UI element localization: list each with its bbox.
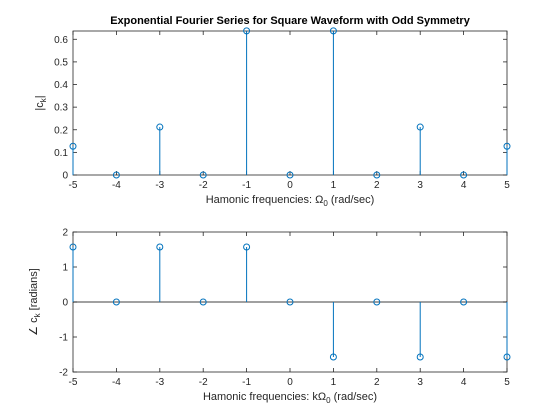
stem-marker xyxy=(329,353,337,361)
x-tick-label: -2 xyxy=(199,180,208,191)
y-tick-label: 0 xyxy=(62,171,68,182)
stem-marker xyxy=(286,171,294,179)
x-tick-label: -1 xyxy=(242,180,251,191)
y-tick-label: 1 xyxy=(62,263,68,274)
y-tick-label: 0.3 xyxy=(54,103,68,114)
x-tick-label: 1 xyxy=(331,377,337,388)
x-tick-label: 2 xyxy=(374,180,380,191)
stem-marker xyxy=(156,123,164,131)
x-tick-label: 0 xyxy=(287,377,293,388)
stem-marker xyxy=(460,171,468,179)
x-axis-label: Hamonic frequencies: kΩ0 (rad/sec) xyxy=(203,391,377,405)
stem-marker xyxy=(243,243,251,251)
stem-marker xyxy=(199,171,207,179)
x-tick-label: -1 xyxy=(242,377,251,388)
y-axis-label: ∠ ck [radians] xyxy=(28,268,42,336)
y-tick-label: 0.2 xyxy=(54,125,68,136)
stem-marker xyxy=(329,27,337,35)
x-tick-label: -4 xyxy=(112,377,121,388)
stem-marker xyxy=(373,171,381,179)
stem-marker xyxy=(460,298,468,306)
x-tick-label: -5 xyxy=(69,377,78,388)
x-tick-label: 3 xyxy=(417,377,423,388)
x-tick-label: -5 xyxy=(69,180,78,191)
x-tick-label: 0 xyxy=(287,180,293,191)
y-tick-label: -2 xyxy=(59,368,68,379)
axes-frame xyxy=(72,30,508,176)
x-tick-label: -3 xyxy=(155,377,164,388)
y-tick-label: 0.1 xyxy=(54,148,68,159)
y-tick-label: 0.6 xyxy=(54,35,68,46)
x-tick-label: 3 xyxy=(417,180,423,191)
panel-1: -5 -4 -3 -2 -1 0 1 2 3 4 5 0 0.1 0.2 0.3 0.4 0.5 0.6 Expon… xyxy=(34,15,511,208)
x-axis-label: Hamonic frequencies: Ω0 (rad/sec) xyxy=(206,194,375,208)
x-tick-label: -3 xyxy=(155,180,164,191)
stem-marker xyxy=(286,298,294,306)
x-tick-label: 1 xyxy=(331,180,337,191)
stem-marker xyxy=(112,171,120,179)
y-tick-label: -1 xyxy=(59,333,68,344)
x-tick-label: 4 xyxy=(461,377,467,388)
x-tick-label: 4 xyxy=(461,180,467,191)
stem-marker xyxy=(69,142,77,150)
x-tick-label: 5 xyxy=(504,180,510,191)
stem-marker xyxy=(416,353,424,361)
stem-marker xyxy=(112,298,120,306)
chart-title: Exponential Fourier Series for Square Wa… xyxy=(110,15,471,27)
x-tick-label: -4 xyxy=(112,180,121,191)
y-tick-label: 0 xyxy=(62,298,68,309)
y-tick-label: 0.4 xyxy=(54,80,68,91)
stem-marker xyxy=(373,298,381,306)
stem-marker xyxy=(503,142,511,150)
stem-marker xyxy=(243,27,251,35)
stem-marker xyxy=(503,353,511,361)
x-tick-label: 5 xyxy=(504,377,510,388)
x-tick-label: -2 xyxy=(199,377,208,388)
stem-marker xyxy=(199,298,207,306)
stem-marker xyxy=(416,123,424,131)
stem-marker xyxy=(156,243,164,251)
y-tick-label: 0.5 xyxy=(54,57,68,68)
panel-2: -5 -4 -3 -2 -1 0 1 2 3 4 5 -2 -1 0 1 2 Hamonic frequenci… xyxy=(28,228,511,405)
y-tick-label: 2 xyxy=(62,228,68,239)
x-tick-label: 2 xyxy=(374,377,380,388)
stem-marker xyxy=(69,243,77,251)
y-axis-label: |ck| xyxy=(34,95,48,110)
